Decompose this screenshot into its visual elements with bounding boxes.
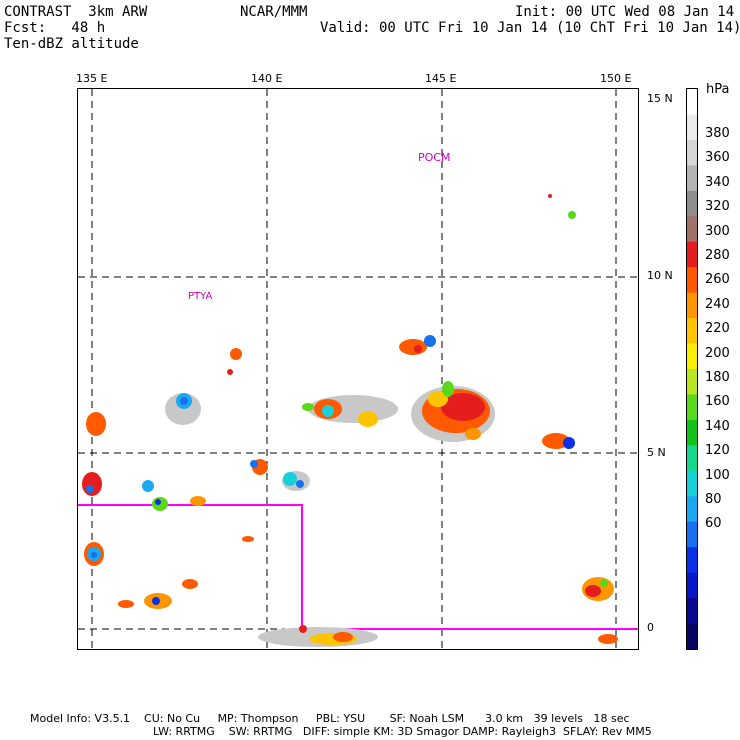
colorbar-swatch (687, 292, 697, 319)
colorbar-swatch (687, 419, 697, 446)
colorbar-unit: hPa (706, 82, 730, 97)
colorbar-swatch (687, 343, 697, 370)
colorbar-tick-label: 300 (705, 223, 730, 239)
colorbar-swatch (687, 572, 697, 599)
valid-time: Valid: 00 UTC Fri 10 Jan 14 (10 ChT Fri … (320, 20, 740, 36)
lon-tick-145: 145 E (425, 72, 457, 85)
colorbar-tick-label: 60 (705, 516, 722, 532)
colorbar-tick-label: 280 (705, 248, 730, 263)
echo-cluster-143e (302, 395, 398, 427)
colorbar-swatch (687, 598, 697, 625)
graticule (78, 89, 638, 649)
colorbar-swatch (687, 369, 697, 395)
station-label-pocm: POCM (418, 151, 450, 164)
lat-tick-10n: 10 N (647, 269, 673, 282)
colorbar-swatch (687, 496, 697, 523)
init-time: Init: 00 UTC Wed 08 Jan 14 (515, 4, 735, 20)
lon-tick-150: 150 E (600, 72, 632, 85)
colorbar-swatch (687, 318, 697, 345)
colorbar-swatch (687, 216, 697, 243)
field-name: Ten-dBZ altitude (4, 36, 139, 52)
echo-cells-west (82, 348, 310, 609)
colorbar-tick-label: 160 (705, 394, 730, 410)
map-canvas: POCM PTYA (78, 89, 638, 649)
map-panel: POCM PTYA (77, 88, 639, 650)
nested-domain-box (78, 504, 638, 630)
colorbar-swatch (687, 190, 697, 217)
echo-cells-south (258, 625, 378, 647)
colorbar-swatch (687, 139, 697, 166)
colorbar-swatches (687, 89, 697, 650)
colorbar-swatch (687, 623, 697, 650)
lat-tick-15n: 15 N (647, 92, 673, 105)
echo-cell-north (399, 335, 436, 355)
colorbar-swatch (687, 89, 697, 115)
colorbar-tick-label: 240 (705, 296, 730, 312)
colorbar-tick-label: 340 (705, 174, 730, 190)
forecast-hour: Fcst: 48 h (4, 20, 106, 36)
colorbar-tick-label: 380 (705, 126, 730, 141)
footer-model-info: Model Info: V3.5.1 CU: No Cu MP: Thompso… (30, 712, 630, 725)
lon-tick-140: 140 E (251, 72, 283, 85)
echo-cluster-145e (411, 381, 495, 442)
model-name: CONTRAST 3km ARW (4, 4, 148, 20)
lat-tick-0: 0 (647, 621, 654, 634)
colorbar-tick-label: 120 (705, 443, 730, 459)
echo-cell-east (542, 433, 575, 449)
colorbar-tick-label: 200 (705, 345, 730, 361)
echo-cells (82, 194, 618, 647)
colorbar-tick-label: 360 (705, 150, 730, 166)
colorbar-tick-label: 180 (705, 370, 730, 385)
colorbar-swatch (687, 241, 697, 268)
colorbar-tick-label: 80 (705, 492, 722, 507)
footer-physics: LW: RRTMG SW: RRTMG DIFF: simple KM: 3D … (153, 725, 652, 738)
organization: NCAR/MMM (240, 4, 308, 20)
station-label-ptya: PTYA (188, 291, 212, 302)
colorbar-swatch (687, 165, 697, 192)
echo-cell-ne (548, 194, 576, 219)
colorbar-tick-label: 140 (705, 418, 730, 434)
colorbar-tick-label: 260 (705, 272, 730, 288)
colorbar-swatch (687, 521, 697, 548)
echo-cell-se (582, 577, 618, 644)
colorbar-swatch (687, 445, 697, 472)
colorbar-swatch (687, 470, 697, 497)
colorbar-swatch (687, 547, 697, 574)
lon-tick-135: 135 E (76, 72, 108, 85)
colorbar-tick-label: 220 (705, 321, 730, 337)
colorbar-tick-label: 100 (705, 467, 730, 483)
colorbar (686, 88, 698, 650)
colorbar-swatch (687, 267, 697, 294)
lat-tick-5n: 5 N (647, 446, 666, 459)
colorbar-tick-label: 320 (705, 199, 730, 215)
colorbar-swatch (687, 114, 697, 141)
colorbar-swatch (687, 394, 697, 421)
